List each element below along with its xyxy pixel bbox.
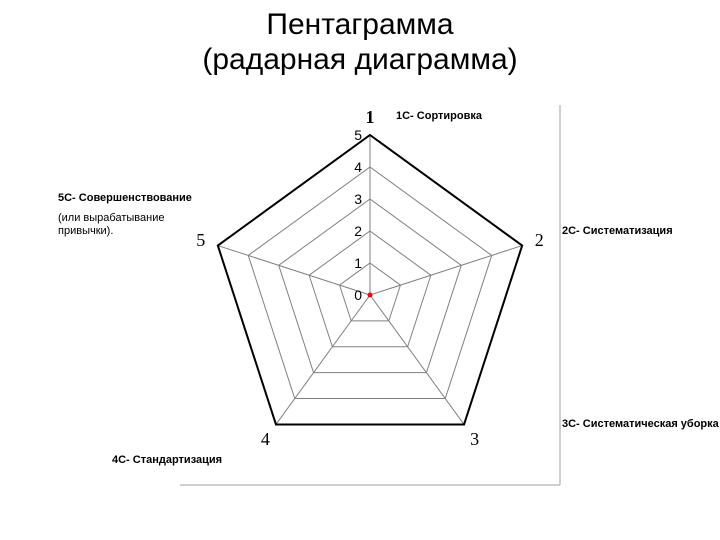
axis-label-4s: 4С- Стандартизация xyxy=(112,454,222,466)
title-line-2: (радарная диаграмма) xyxy=(202,43,517,76)
svg-text:1: 1 xyxy=(354,255,362,271)
svg-text:2: 2 xyxy=(535,230,544,250)
svg-text:5: 5 xyxy=(354,127,362,143)
svg-text:4: 4 xyxy=(354,159,362,175)
svg-text:3: 3 xyxy=(354,191,362,207)
svg-text:2: 2 xyxy=(354,223,362,239)
axis-label-3s: 3С- Систематическая уборка xyxy=(562,418,719,430)
radar-chart: 01234512345 xyxy=(180,105,560,485)
svg-text:4: 4 xyxy=(261,429,270,449)
axis-label-5s: 5С- Совершенствование xyxy=(58,192,192,204)
title-line-1: Пентаграмма xyxy=(266,8,453,41)
svg-text:1: 1 xyxy=(366,107,375,127)
axis-label-2s: 2С- Систематизация xyxy=(562,225,673,237)
radar-svg: 01234512345 xyxy=(180,105,560,485)
axis-sublabel-5s: (или вырабатывание привычки). xyxy=(58,212,198,238)
page-title: Пентаграмма (радарная диаграмма) xyxy=(0,8,720,77)
svg-text:3: 3 xyxy=(470,429,479,449)
svg-text:0: 0 xyxy=(354,287,362,303)
axis-label-1s: 1С- Сортировка xyxy=(396,110,482,122)
